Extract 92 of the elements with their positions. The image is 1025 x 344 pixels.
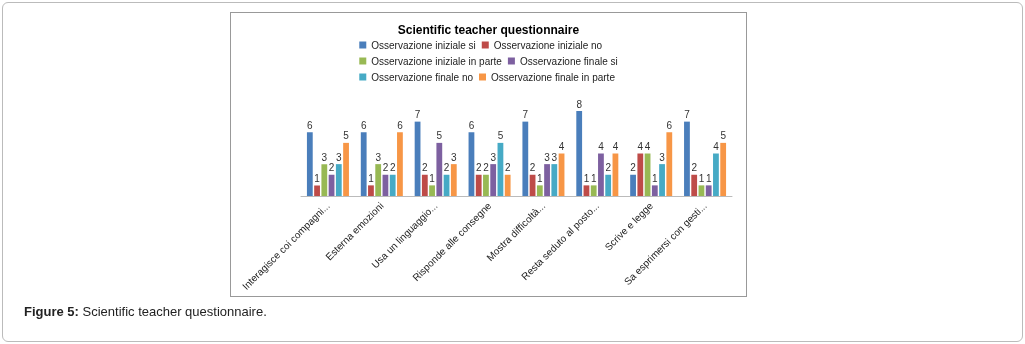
data-label: 4 <box>644 141 651 152</box>
data-label: 2 <box>443 162 450 174</box>
bar <box>590 185 597 196</box>
bar <box>713 153 719 196</box>
bar <box>314 185 320 196</box>
bar <box>436 142 443 196</box>
data-label: 5 <box>436 130 443 142</box>
data-label: 3 <box>659 151 666 163</box>
bar <box>360 132 367 196</box>
data-label: 2 <box>504 162 511 174</box>
bar <box>705 185 712 196</box>
data-label: 4 <box>598 141 605 152</box>
bar <box>483 174 489 196</box>
data-label: 2 <box>475 162 482 174</box>
data-label: 6 <box>397 119 404 131</box>
data-label: 8 <box>576 98 583 110</box>
data-label: 1 <box>705 172 712 184</box>
bar <box>551 164 558 196</box>
bar <box>421 174 428 196</box>
bar <box>306 132 313 196</box>
legend-label: Osservazione finale in parte <box>491 71 616 83</box>
data-label: 6 <box>666 119 673 131</box>
bar <box>637 153 644 196</box>
legend-label: Osservazione iniziale in parte <box>371 55 503 67</box>
bar <box>504 174 511 196</box>
bar <box>389 174 396 196</box>
bar <box>666 132 673 196</box>
bar <box>490 164 497 196</box>
bar <box>684 121 690 196</box>
bar <box>335 164 342 196</box>
data-label: 7 <box>414 109 421 121</box>
bar <box>522 121 529 196</box>
data-label: 1 <box>590 172 597 184</box>
data-label: 7 <box>522 109 529 121</box>
data-label: 1 <box>429 172 436 184</box>
bar <box>343 142 349 196</box>
data-label: 4 <box>612 141 619 152</box>
data-label: 4 <box>637 141 644 152</box>
data-label: 2 <box>389 162 396 174</box>
data-label: 6 <box>468 119 475 131</box>
data-label: 4 <box>713 141 720 152</box>
data-label: 2 <box>529 162 536 174</box>
data-label: 3 <box>321 151 328 163</box>
bar <box>321 164 328 196</box>
bar <box>659 164 665 196</box>
data-label: 5 <box>720 130 727 142</box>
data-label: 3 <box>544 151 551 163</box>
data-label: 2 <box>691 162 698 174</box>
data-label: 2 <box>382 162 389 174</box>
bar <box>429 185 435 196</box>
legend-label: Osservazione iniziale si <box>371 39 476 51</box>
data-label: 4 <box>558 141 565 152</box>
data-label: 5 <box>343 130 350 142</box>
data-label: 3 <box>336 151 343 163</box>
legend-label: Osservazione finale si <box>519 55 618 67</box>
data-label: 2 <box>605 162 612 174</box>
bar <box>691 174 698 196</box>
bar <box>598 153 604 196</box>
data-label: 7 <box>684 109 691 121</box>
data-label: 2 <box>328 162 335 174</box>
data-label: 5 <box>497 130 504 142</box>
bar <box>475 174 482 196</box>
caption: Figure 5: Scientific teacher questionnaire. <box>24 304 267 319</box>
data-label: 3 <box>490 151 497 163</box>
bar <box>576 111 583 196</box>
data-label: 2 <box>422 162 429 174</box>
data-label: 3 <box>451 151 458 163</box>
data-label: 1 <box>368 172 375 184</box>
data-label: 6 <box>360 119 367 131</box>
bar <box>368 185 374 196</box>
bar <box>630 174 636 196</box>
bar <box>375 164 382 196</box>
data-label: 1 <box>583 172 590 184</box>
data-label: 3 <box>551 151 558 163</box>
data-label: 6 <box>307 119 314 131</box>
data-label: 2 <box>483 162 490 174</box>
bar <box>720 142 727 196</box>
bar <box>536 185 543 196</box>
bar <box>605 174 612 196</box>
bar <box>651 185 658 196</box>
bar <box>544 164 550 196</box>
bar <box>450 164 457 196</box>
data-label: 1 <box>698 172 705 184</box>
data-label: 1 <box>652 172 659 184</box>
bar <box>397 132 403 196</box>
legend-label: Osservazione finale no <box>371 71 474 83</box>
data-label: 1 <box>314 172 321 184</box>
legend-label: Osservazione iniziale no <box>493 39 603 51</box>
data-label: 1 <box>537 172 544 184</box>
chart-title: Scientific teacher questionnaire <box>397 23 580 37</box>
data-label: 3 <box>375 151 382 163</box>
data-label: 2 <box>630 162 637 174</box>
